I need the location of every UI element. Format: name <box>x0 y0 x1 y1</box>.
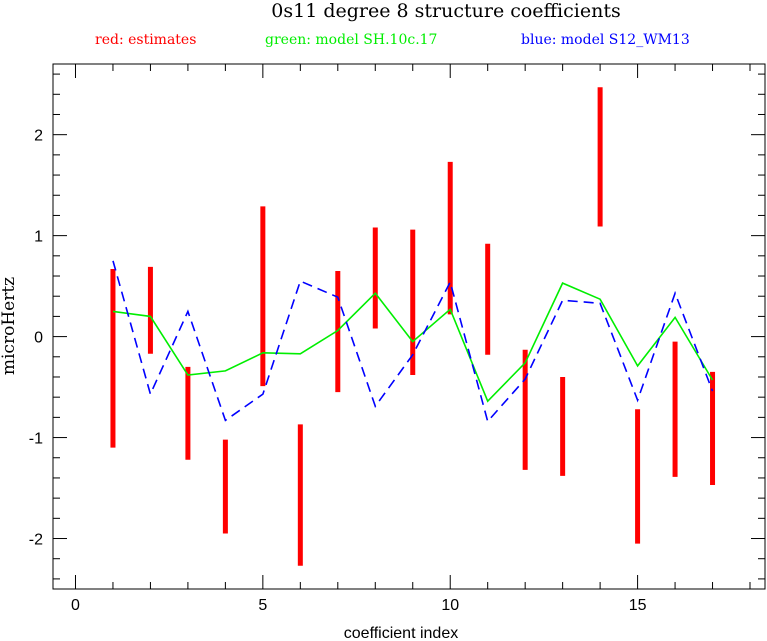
series-line-s12wm13 <box>112 260 714 424</box>
y-tick-label: -2 <box>29 532 43 549</box>
x-tick-label: 15 <box>629 597 647 614</box>
x-tick-labels: 0 5 10 15 <box>71 597 647 614</box>
y-tick-labels: -2 -1 0 1 2 <box>29 128 43 549</box>
estimate-bars <box>110 87 716 566</box>
axis-ticks <box>53 64 765 589</box>
x-axis-label: coefficient index <box>344 625 458 641</box>
plot-frame <box>52 63 766 590</box>
x-tick-label: 5 <box>258 597 267 614</box>
series-line-sh10c17 <box>112 282 714 403</box>
chart-title: 0s11 degree 8 structure coefficients <box>271 0 620 22</box>
legend-model-s12wm13: blue: model S12_WM13 <box>521 32 690 48</box>
series-lines <box>112 260 714 424</box>
y-tick-label: 0 <box>34 330 43 347</box>
x-tick-label: 10 <box>441 597 459 614</box>
legend-estimates: red: estimates <box>95 32 196 48</box>
y-tick-label: 1 <box>34 229 43 246</box>
y-axis-label: microHertz <box>0 277 19 375</box>
y-tick-label: -1 <box>29 431 43 448</box>
x-tick-label: 0 <box>71 597 80 614</box>
y-tick-label: 2 <box>34 128 43 145</box>
legend-model-sh10c17: green: model SH.10c.17 <box>265 32 437 48</box>
